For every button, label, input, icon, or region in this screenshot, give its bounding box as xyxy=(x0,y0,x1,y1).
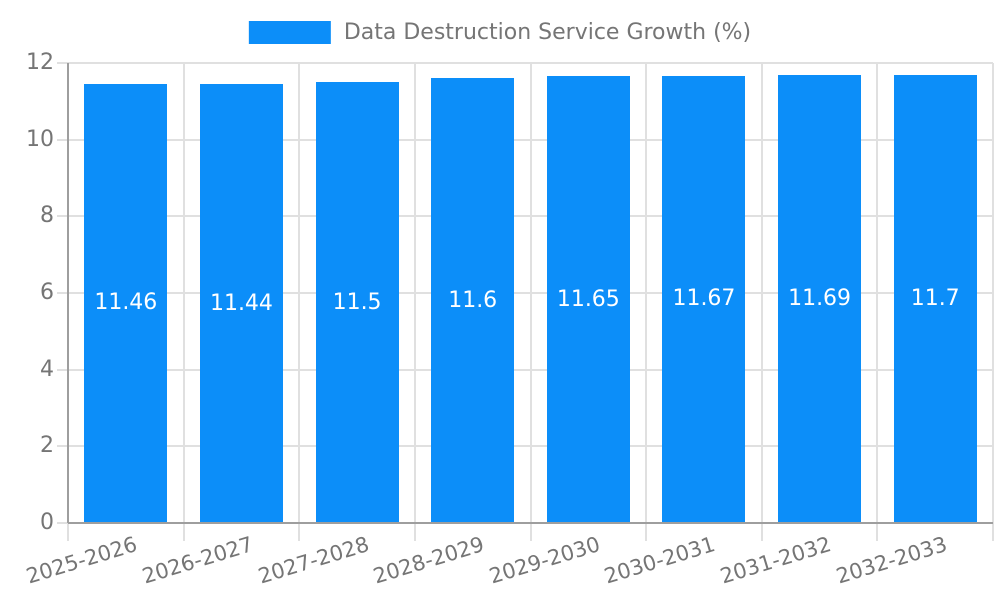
bar[interactable] xyxy=(199,84,283,523)
bar[interactable] xyxy=(893,74,977,523)
x-gridline xyxy=(529,63,532,523)
bar-value-label: 11.67 xyxy=(672,286,736,312)
y-tick-mark xyxy=(57,292,68,294)
y-tick-mark xyxy=(57,522,68,524)
legend-swatch-icon xyxy=(248,21,331,44)
y-axis-line xyxy=(67,63,69,523)
bar-value-label: 11.69 xyxy=(788,285,852,311)
bar-value-label: 11.46 xyxy=(94,290,158,316)
y-axis-tick-label: 4 xyxy=(40,356,54,382)
y-axis-tick-label: 8 xyxy=(40,203,54,229)
x-gridline xyxy=(182,63,185,523)
x-tick-mark xyxy=(645,523,648,541)
x-gridline xyxy=(413,63,416,523)
bar-value-label: 11.6 xyxy=(448,287,498,313)
x-tick-mark xyxy=(876,523,879,541)
x-axis-tick-label: 2025-2026 xyxy=(23,532,141,589)
y-tick-mark xyxy=(57,368,68,371)
bar-value-label: 11.5 xyxy=(332,289,382,315)
x-axis-tick-label: 2026-2027 xyxy=(139,532,256,589)
bar[interactable] xyxy=(778,74,862,523)
x-tick-mark xyxy=(413,523,416,541)
y-tick-mark xyxy=(57,62,68,64)
x-tick-mark xyxy=(67,523,69,541)
bar[interactable] xyxy=(315,82,399,523)
legend-label: Data Destruction Service Growth (%) xyxy=(343,20,752,45)
x-tick-mark xyxy=(298,523,301,541)
bar[interactable] xyxy=(431,78,515,523)
y-tick-mark xyxy=(57,138,68,141)
x-tick-mark xyxy=(182,523,185,541)
x-tick-mark xyxy=(992,523,994,541)
x-gridline xyxy=(992,63,994,523)
x-gridline xyxy=(645,63,648,523)
x-axis-tick-label: 2031-2032 xyxy=(717,532,834,589)
y-tick-mark xyxy=(57,215,68,218)
bar-value-label: 11.65 xyxy=(556,286,620,312)
x-axis-line xyxy=(68,522,993,524)
x-axis-tick-label: 2029-2030 xyxy=(486,532,603,589)
y-axis-tick-label: 10 xyxy=(26,126,54,152)
y-axis-tick-label: 12 xyxy=(26,50,54,75)
bar[interactable] xyxy=(84,83,168,523)
bar[interactable] xyxy=(662,75,746,523)
bar[interactable] xyxy=(546,76,630,523)
x-axis-tick-label: 2030-2031 xyxy=(601,532,719,589)
y-axis-tick-label: 2 xyxy=(40,433,54,459)
bar-value-label: 11.7 xyxy=(910,285,960,311)
x-gridline xyxy=(760,63,763,523)
y-axis-tick-label: 0 xyxy=(40,510,54,535)
x-axis-tick-label: 2027-2028 xyxy=(255,532,372,589)
y-tick-mark xyxy=(57,445,68,448)
x-axis-tick-label: 2028-2029 xyxy=(370,532,488,589)
legend[interactable]: Data Destruction Service Growth (%) xyxy=(248,20,752,45)
bar-value-label: 11.44 xyxy=(209,290,273,316)
x-gridline xyxy=(876,63,879,523)
x-axis-tick-label: 2032-2033 xyxy=(833,532,950,589)
x-tick-mark xyxy=(529,523,532,541)
y-axis-tick-label: 6 xyxy=(40,280,54,305)
x-tick-mark xyxy=(760,523,763,541)
x-gridline xyxy=(298,63,301,523)
